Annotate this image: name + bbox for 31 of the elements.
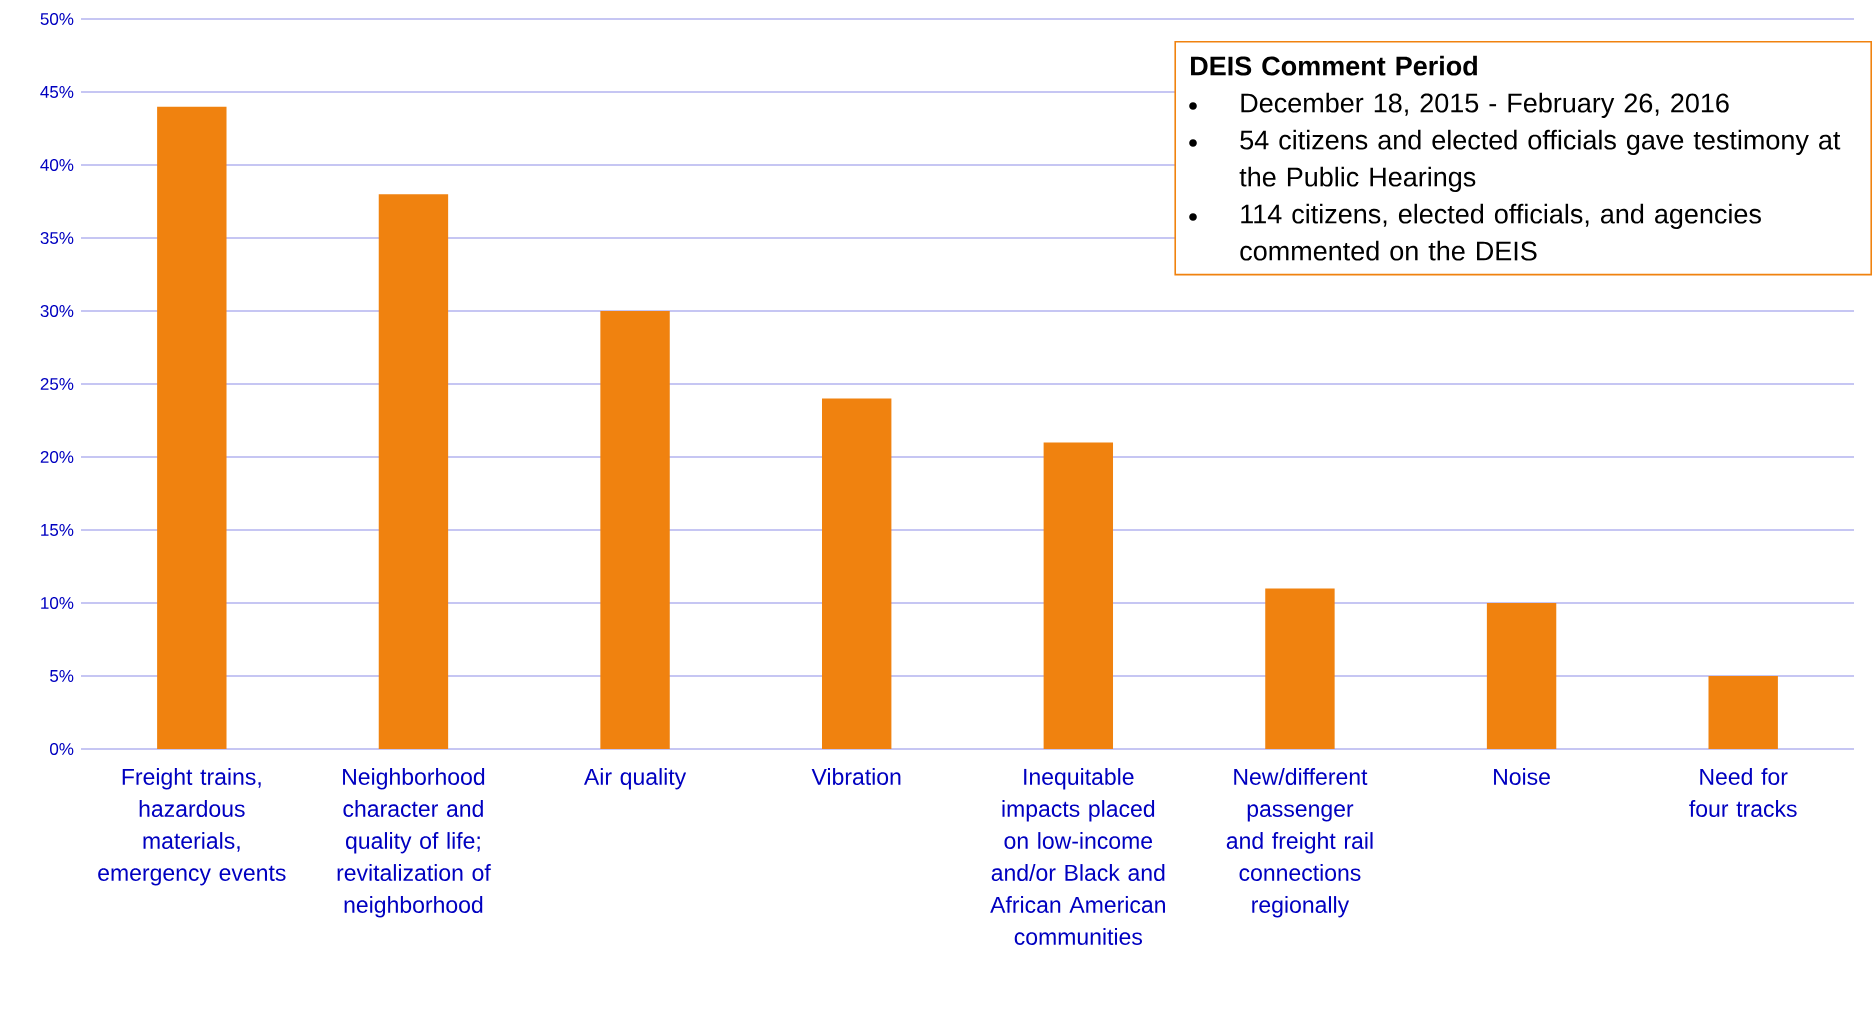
x-tick-label: Need for four tracks: [1689, 768, 1797, 817]
y-tick-label: 10%: [41, 596, 74, 610]
annotation: 114 citizens, elected officials, and agencies commented on the DEIS: [1240, 203, 1761, 261]
bar: [1708, 676, 1778, 749]
x-tick-label: Air quality: [583, 768, 687, 790]
x-tick-label: Freight trains, hazardous materials, emergency events: [98, 768, 286, 886]
x-tick-label: New/different passenger and freight rail connections regionally: [1226, 768, 1373, 918]
x-tick-label: Vibration: [811, 768, 901, 785]
annotation: DEIS Comment Period: [1191, 55, 1477, 76]
bar: [1486, 603, 1557, 749]
y-tick-label: 50%: [40, 12, 74, 26]
y-tick-label: 40%: [40, 158, 74, 172]
annotation: 54 citizens and elected officials gave testimony at the Public Hearings: [1239, 129, 1841, 192]
y-tick-label: 30%: [40, 304, 74, 318]
bar: [1265, 588, 1335, 749]
y-tick-label: 0%: [50, 742, 74, 756]
y-tick-label: 5%: [50, 670, 74, 682]
x-tick-label: Noise: [1494, 768, 1550, 785]
y-tick-label: 35%: [40, 231, 74, 245]
bar: [378, 194, 449, 749]
y-tick-label: 20%: [40, 451, 74, 464]
y-tick-label: 25%: [40, 378, 74, 391]
bar: [157, 106, 227, 749]
annotation: December 18, 2015 - February 26, 2016: [1241, 92, 1729, 118]
bar: [1043, 442, 1114, 749]
x-tick-label: Inequitable impacts placed on low-income and/or Black and African American communities: [990, 768, 1165, 945]
bar: [822, 398, 892, 749]
x-tick-label: Neighborhood character and quality of life; revitalization of neighborhood: [337, 768, 491, 918]
y-tick-label: 45%: [40, 86, 74, 98]
bar: [600, 311, 670, 749]
y-tick-label: 15%: [41, 524, 74, 536]
